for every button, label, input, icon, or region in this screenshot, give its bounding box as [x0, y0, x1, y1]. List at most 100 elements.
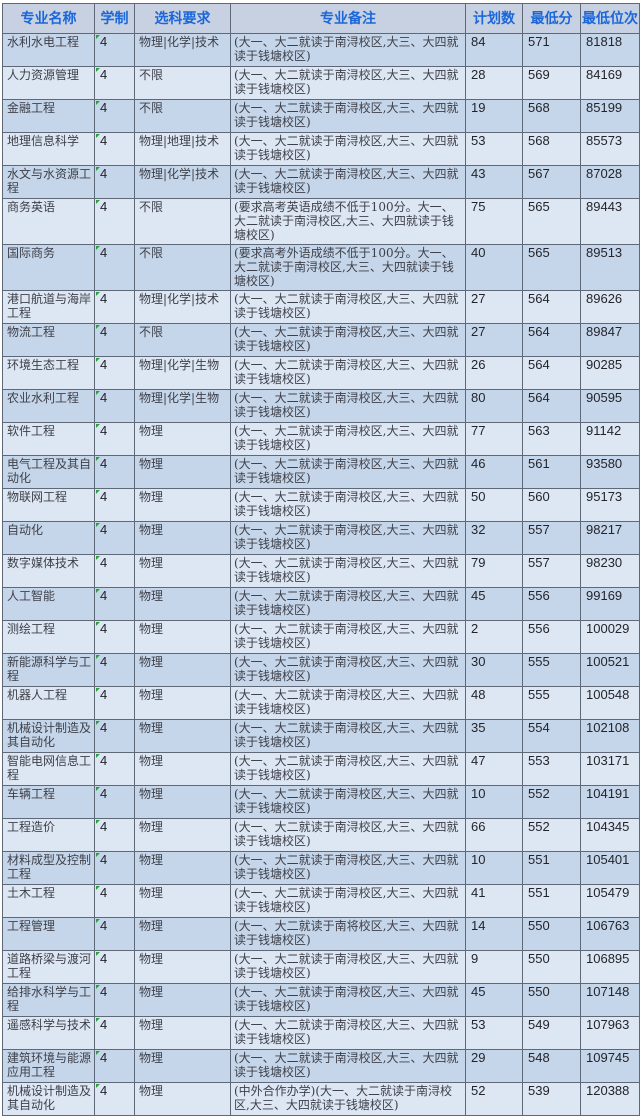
cell-duration: 4: [94, 917, 135, 951]
cell-duration: 4: [94, 323, 135, 357]
table-row: 金融工程 4 不限 (大一、大二就读于南浔校区,大三、大四就读于钱塘校区) 19 568 8…: [2, 99, 640, 133]
cell-remark: (要求高考外语成绩不低于100分。大一、大二就读于南浔校区,大三、大四就读于钱塘…: [230, 244, 466, 291]
cell-name: 商务英语: [2, 198, 95, 245]
cell-min_rank: 89513: [580, 244, 640, 291]
cell-name: 机械设计制造及其自动化: [2, 1082, 95, 1116]
cell-min_score: 563: [522, 422, 581, 456]
cell-min_rank: 98230: [580, 554, 640, 588]
cell-remark: (大一、大二就读于南浔校区,大三、大四就读于钱塘校区): [230, 521, 466, 555]
cell-subjects: 不限: [134, 99, 231, 133]
duration-value: 4: [100, 852, 108, 867]
cell-remark: (大一、大二就读于南浔校区,大三、大四就读于钱塘校区): [230, 422, 466, 456]
cell-subjects: 物理: [134, 1082, 231, 1116]
cell-plan: 47: [465, 752, 523, 786]
cell-duration: 4: [94, 290, 135, 324]
cell-remark: (大一、大二就读于南浔校区,大三、大四就读于钱塘校区): [230, 33, 466, 67]
cell-name: 测绘工程: [2, 620, 95, 654]
cell-min_rank: 95173: [580, 488, 640, 522]
green-triangle-icon: [96, 391, 100, 395]
table-row: 国际商务 4 不限 (要求高考外语成绩不低于100分。大一、大二就读于南浔校区,大三、…: [2, 244, 640, 291]
cell-remark: (大一、大二就读于南浔校区,大三、大四就读于钱塘校区): [230, 719, 466, 753]
cell-subjects: 物理|化学|技术: [134, 33, 231, 67]
green-triangle-icon: [96, 523, 100, 527]
duration-value: 4: [100, 1083, 108, 1098]
table-row: 机器人工程 4 物理 (大一、大二就读于南浔校区,大三、大四就读于钱塘校区) 48 555…: [2, 686, 640, 720]
cell-subjects: 物理: [134, 752, 231, 786]
cell-min_rank: 89626: [580, 290, 640, 324]
cell-min_rank: 120388: [580, 1082, 640, 1116]
cell-duration: 4: [94, 389, 135, 423]
cell-plan: 29: [465, 1049, 523, 1083]
cell-name: 机械设计制造及其自动化: [2, 719, 95, 753]
cell-name: 遥感科学与技术: [2, 1016, 95, 1050]
cell-name: 电气工程及其自动化: [2, 455, 95, 489]
cell-subjects: 不限: [134, 66, 231, 100]
cell-duration: 4: [94, 356, 135, 390]
cell-name: 新能源科学与工程: [2, 653, 95, 687]
cell-min_rank: 85573: [580, 132, 640, 166]
column-header-plan: 计划数: [465, 3, 523, 34]
green-triangle-icon: [96, 246, 100, 250]
cell-subjects: 物理: [134, 950, 231, 984]
cell-subjects: 物理: [134, 488, 231, 522]
duration-value: 4: [100, 133, 108, 148]
cell-min_rank: 105479: [580, 884, 640, 918]
green-triangle-icon: [96, 1084, 100, 1088]
cell-plan: 80: [465, 389, 523, 423]
cell-min_rank: 105401: [580, 851, 640, 885]
green-triangle-icon: [96, 457, 100, 461]
cell-name: 数字媒体技术: [2, 554, 95, 588]
cell-name: 环境生态工程: [2, 356, 95, 390]
cell-min_score: 568: [522, 132, 581, 166]
cell-duration: 4: [94, 455, 135, 489]
cell-name: 智能电网信息工程: [2, 752, 95, 786]
table-header: 专业名称 学制 选科要求 专业备注 计划数 最低分 最低位次: [2, 3, 640, 34]
green-triangle-icon: [96, 134, 100, 138]
table-row: 数字媒体技术 4 物理 (大一、大二就读于南浔校区,大三、大四就读于钱塘校区) 79 55…: [2, 554, 640, 588]
table-row: 材料成型及控制工程 4 物理 (大一、大二就读于南浔校区,大三、大四就读于钱塘校区) 1…: [2, 851, 640, 885]
cell-duration: 4: [94, 1049, 135, 1083]
cell-min_score: 571: [522, 33, 581, 67]
cell-duration: 4: [94, 719, 135, 753]
green-triangle-icon: [96, 985, 100, 989]
duration-value: 4: [100, 819, 108, 834]
cell-remark: (大一、大二就读于南浔校区,大三、大四就读于钱塘校区): [230, 66, 466, 100]
table-row: 农业水利工程 4 物理|化学|生物 (大一、大二就读于南浔校区,大三、大四就读于钱塘校…: [2, 389, 640, 423]
cell-subjects: 不限: [134, 198, 231, 245]
cell-plan: 28: [465, 66, 523, 100]
column-header-remark: 专业备注: [230, 3, 466, 34]
cell-duration: 4: [94, 554, 135, 588]
cell-min_rank: 107963: [580, 1016, 640, 1050]
cell-duration: 4: [94, 851, 135, 885]
cell-subjects: 物理|地理|技术: [134, 132, 231, 166]
table-row: 新能源科学与工程 4 物理 (大一、大二就读于南浔校区,大三、大四就读于钱塘校区) 30…: [2, 653, 640, 687]
green-triangle-icon: [96, 820, 100, 824]
cell-remark: (大一、大二就读于南浔校区,大三、大四就读于钱塘校区): [230, 132, 466, 166]
cell-min_rank: 89443: [580, 198, 640, 245]
column-header-subjects: 选科要求: [134, 3, 231, 34]
green-triangle-icon: [96, 919, 100, 923]
cell-name: 水利水电工程: [2, 33, 95, 67]
cell-min_score: 550: [522, 983, 581, 1017]
cell-min_rank: 90595: [580, 389, 640, 423]
cell-remark: (中外合作办学)(大一、大二就读于南浔校区,大三、大四就读于钱塘校区): [230, 1082, 466, 1116]
cell-min_score: 552: [522, 785, 581, 819]
header-row: 专业名称 学制 选科要求 专业备注 计划数 最低分 最低位次: [2, 3, 640, 34]
cell-min_score: 561: [522, 455, 581, 489]
cell-remark: (大一、大二就读于南浔校区,大三、大四就读于钱塘校区): [230, 884, 466, 918]
duration-value: 4: [100, 687, 108, 702]
cell-remark: (大一、大二就读于南浔校区,大三、大四就读于钱塘校区): [230, 455, 466, 489]
column-header-min_score: 最低分: [522, 3, 581, 34]
cell-plan: 27: [465, 290, 523, 324]
table-row: 环境生态工程 4 物理|化学|生物 (大一、大二就读于南浔校区,大三、大四就读于钱塘校…: [2, 356, 640, 390]
green-triangle-icon: [96, 200, 100, 204]
cell-plan: 27: [465, 323, 523, 357]
green-triangle-icon: [96, 358, 100, 362]
cell-duration: 4: [94, 983, 135, 1017]
cell-subjects: 物理: [134, 719, 231, 753]
cell-min_score: 550: [522, 917, 581, 951]
duration-value: 4: [100, 654, 108, 669]
table-row: 物联网工程 4 物理 (大一、大二就读于南浔校区,大三、大四就读于钱塘校区) 50 560…: [2, 488, 640, 522]
cell-min_rank: 91142: [580, 422, 640, 456]
cell-min_score: 548: [522, 1049, 581, 1083]
